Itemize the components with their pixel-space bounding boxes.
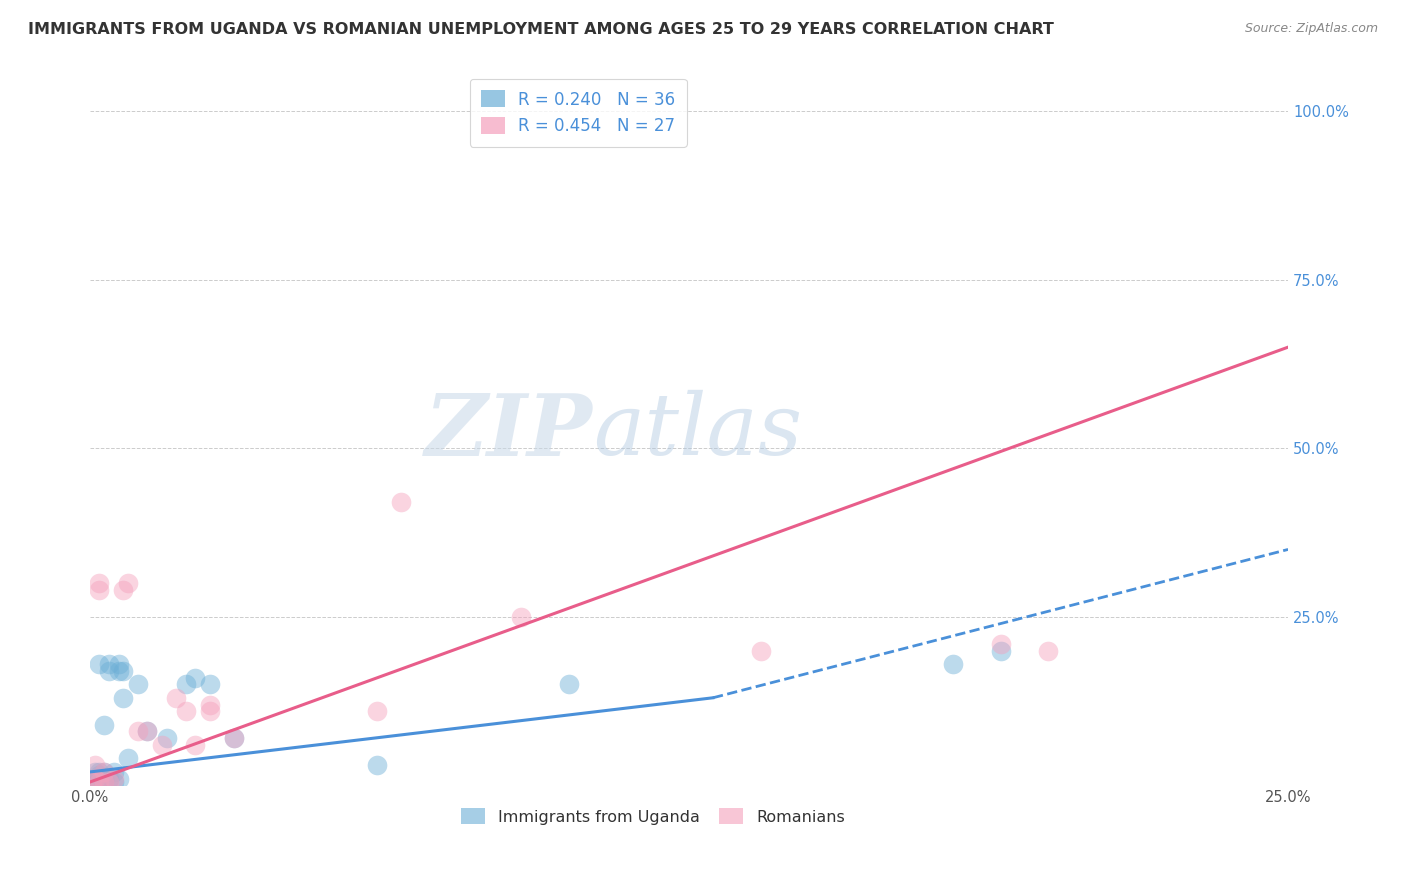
Point bbox=[558, 677, 581, 691]
Point bbox=[107, 772, 129, 786]
Point bbox=[222, 731, 245, 746]
Point bbox=[98, 772, 121, 786]
Point bbox=[222, 731, 245, 746]
Point bbox=[942, 657, 965, 671]
Point bbox=[389, 495, 412, 509]
Point bbox=[83, 764, 105, 779]
Point bbox=[174, 704, 197, 718]
Point bbox=[89, 775, 111, 789]
Point bbox=[366, 758, 388, 772]
Point bbox=[112, 664, 135, 678]
Point bbox=[112, 582, 135, 597]
Point bbox=[93, 775, 115, 789]
Point bbox=[83, 772, 105, 786]
Point bbox=[749, 643, 772, 657]
Point bbox=[112, 690, 135, 705]
Point bbox=[198, 698, 221, 712]
Point bbox=[103, 764, 125, 779]
Point bbox=[82, 775, 104, 789]
Point bbox=[93, 775, 115, 789]
Point bbox=[89, 775, 111, 789]
Point bbox=[366, 704, 388, 718]
Text: ZIP: ZIP bbox=[425, 390, 593, 473]
Point bbox=[150, 738, 173, 752]
Point bbox=[89, 582, 111, 597]
Point bbox=[93, 772, 115, 786]
Text: IMMIGRANTS FROM UGANDA VS ROMANIAN UNEMPLOYMENT AMONG AGES 25 TO 29 YEARS CORREL: IMMIGRANTS FROM UGANDA VS ROMANIAN UNEMP… bbox=[28, 22, 1054, 37]
Point bbox=[89, 576, 111, 591]
Point bbox=[98, 657, 121, 671]
Point bbox=[103, 775, 125, 789]
Point bbox=[165, 690, 187, 705]
Point bbox=[127, 677, 149, 691]
Point bbox=[136, 724, 159, 739]
Point bbox=[990, 637, 1012, 651]
Point bbox=[198, 677, 221, 691]
Point bbox=[89, 768, 111, 782]
Point bbox=[89, 772, 111, 786]
Point bbox=[107, 657, 129, 671]
Point bbox=[990, 643, 1012, 657]
Point bbox=[93, 764, 115, 779]
Point bbox=[103, 772, 125, 786]
Point bbox=[83, 758, 105, 772]
Point bbox=[136, 724, 159, 739]
Point bbox=[93, 718, 115, 732]
Point bbox=[93, 764, 115, 779]
Point bbox=[98, 775, 121, 789]
Point bbox=[89, 657, 111, 671]
Point bbox=[117, 576, 139, 591]
Point bbox=[89, 764, 111, 779]
Point bbox=[198, 704, 221, 718]
Point bbox=[127, 724, 149, 739]
Point bbox=[98, 664, 121, 678]
Text: atlas: atlas bbox=[593, 390, 803, 473]
Point bbox=[83, 772, 105, 786]
Legend: Immigrants from Uganda, Romanians: Immigrants from Uganda, Romanians bbox=[451, 798, 855, 834]
Point bbox=[1038, 643, 1060, 657]
Point bbox=[117, 751, 139, 765]
Point bbox=[174, 677, 197, 691]
Point bbox=[510, 610, 533, 624]
Point bbox=[184, 738, 207, 752]
Point bbox=[107, 664, 129, 678]
Text: Source: ZipAtlas.com: Source: ZipAtlas.com bbox=[1244, 22, 1378, 36]
Point bbox=[83, 775, 105, 789]
Point bbox=[184, 671, 207, 685]
Point bbox=[86, 775, 108, 789]
Point bbox=[82, 775, 104, 789]
Point bbox=[155, 731, 177, 746]
